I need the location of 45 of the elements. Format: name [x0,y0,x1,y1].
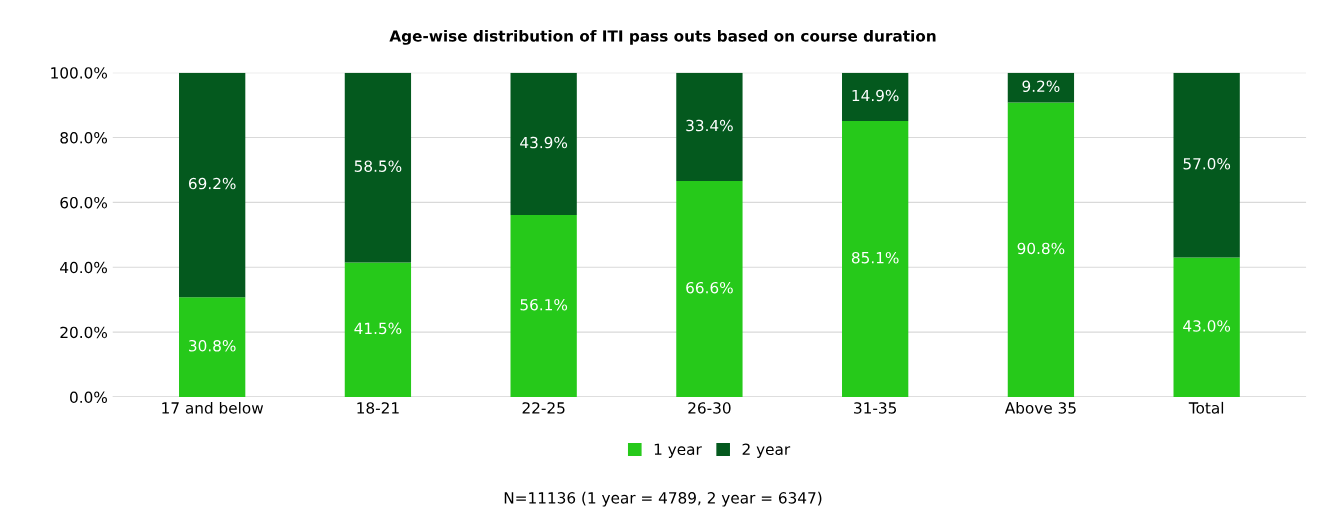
y-tick-label: 60.0% [60,196,108,209]
y-tick-label: 40.0% [60,261,108,274]
bar [1007,102,1075,398]
data-label: 14.9% [852,89,899,102]
data-label: 69.2% [188,177,236,190]
text: N=11136 (1 year = 4789, 2 year = 6347) [504,491,822,507]
data-label: 66.6% [686,281,733,294]
y-tick-label: 20.0% [60,326,108,339]
x-tick-label: Total [1188,401,1224,414]
bar [676,72,743,181]
data-label: 43.0% [1183,320,1231,332]
legend-label: 1 year [654,443,702,459]
bar [510,72,577,216]
bar [344,72,412,263]
bar [1007,72,1075,103]
x-tick-label: Above 35 [1004,401,1076,414]
data-label: 90.8% [1017,242,1065,255]
bar [842,120,909,398]
bar [842,72,909,121]
bar [179,297,246,398]
data-label: 43.9% [520,136,568,149]
data-label: 85.1% [851,251,899,264]
bar [676,181,743,398]
x-tick-label: 18-21 [357,402,399,414]
bar [510,215,577,398]
x-tick-label: 26-30 [688,402,731,414]
data-label: 30.8% [189,339,236,352]
x-tick-label: 22-25 [522,402,565,414]
x-tick-label: 17 and below [162,401,264,414]
y-tick-label: 0.0% [70,391,108,404]
bar [344,262,412,398]
bar [1173,257,1240,398]
chart-title: Age-wise distribution of ITI pass outs based on course duration [389,29,936,45]
y-tick-label: 100.0% [51,67,108,79]
data-label: 33.4% [686,119,733,132]
bar [1173,72,1240,258]
data-label: 57.0% [1183,157,1231,170]
x-tick-label: 31-35 [854,402,897,414]
legend-label: 2 year [742,443,791,459]
bar [179,72,246,298]
data-label: 9.2% [1022,80,1060,93]
y-tick-label: 80.0% [60,132,108,144]
data-label: 58.5% [354,160,402,172]
data-label: 56.1% [520,298,568,311]
data-label: 41.5% [354,322,402,335]
